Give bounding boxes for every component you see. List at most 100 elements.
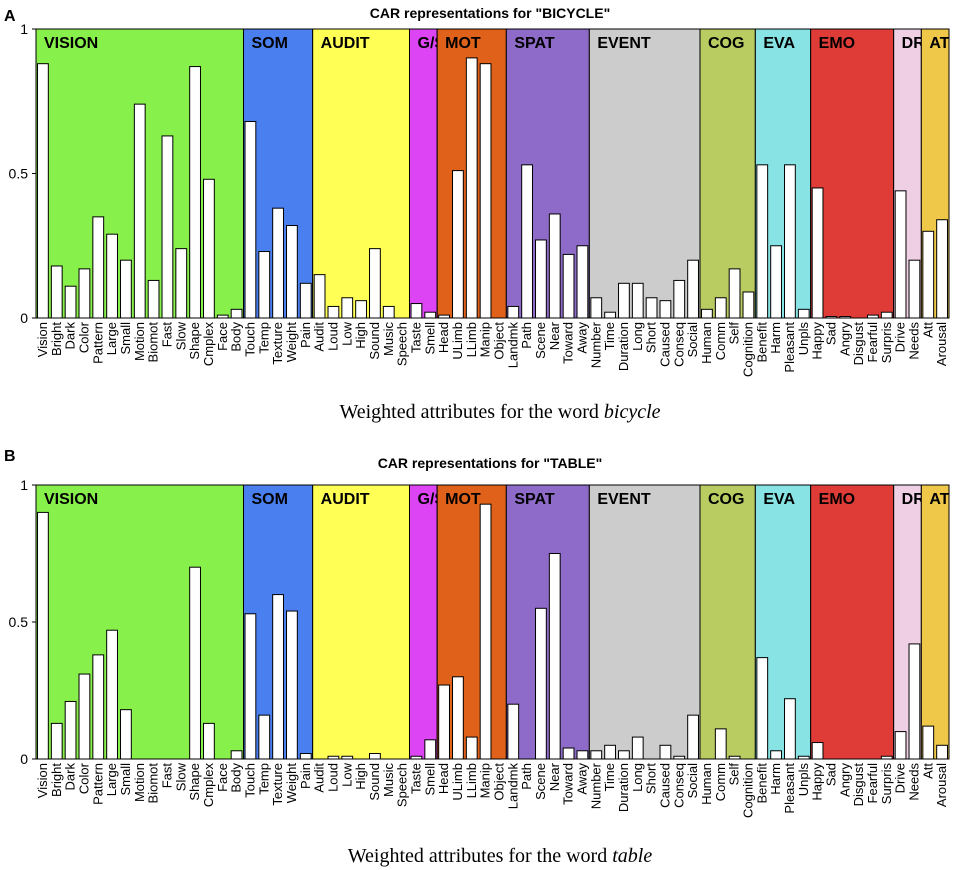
domain-band-emo xyxy=(810,484,895,760)
x-axis-label-prefix: Weighted attributes for the word xyxy=(348,845,612,867)
x-tick-label-cmplex: Cmplex xyxy=(201,322,216,367)
x-tick-label-music: Music xyxy=(381,763,396,797)
bar-large xyxy=(106,233,118,319)
x-tick-label-conseq: Conseq xyxy=(671,763,686,808)
x-tick-label-toward: Toward xyxy=(561,763,576,805)
bar-long xyxy=(631,736,644,760)
x-tick-label-temp: Temp xyxy=(256,322,271,354)
x-tick-label-unpls: Unpls xyxy=(796,763,811,797)
x-tick-label-angry: Angry xyxy=(837,763,852,797)
bar-toward xyxy=(562,253,575,319)
domain-label-dr: DR xyxy=(902,35,926,52)
x-tick-label-head: Head xyxy=(436,763,451,794)
x-tick-label-speech: Speech xyxy=(395,322,410,366)
y-tick-label: 0 xyxy=(20,751,28,767)
x-tick-label-disgust: Disgust xyxy=(851,322,866,366)
x-tick-label-touch: Touch xyxy=(242,763,257,798)
bar-happy xyxy=(811,187,824,319)
x-tick-label-texture: Texture xyxy=(270,763,285,806)
panel-b-table: B CAR representations for "TABLE" VISION… xyxy=(4,448,950,867)
bar-benefit xyxy=(756,164,769,319)
bar-smell xyxy=(424,739,437,760)
bar-high xyxy=(355,300,367,319)
bar-long xyxy=(631,282,644,319)
y-tick-label: 1 xyxy=(20,477,28,493)
domain-band-spat xyxy=(505,28,590,319)
x-tick-label-bright: Bright xyxy=(49,763,64,797)
x-tick-label-comm: Comm xyxy=(713,322,728,360)
x-tick-label-caused: Caused xyxy=(657,763,672,808)
domain-label-at: AT xyxy=(929,35,949,52)
bar-caused xyxy=(659,300,672,319)
bar-near xyxy=(548,213,561,319)
bar-time xyxy=(604,744,616,760)
domain-label-mot: MOT xyxy=(445,35,481,52)
bar-unpls xyxy=(797,308,810,319)
bar-landmk xyxy=(507,703,520,760)
bar-weight xyxy=(286,225,298,319)
x-tick-label-landmk: Landmk xyxy=(505,763,520,810)
bar-color xyxy=(78,268,91,319)
x-tick-label-smell: Smell xyxy=(422,763,437,796)
bar-drive xyxy=(894,731,907,760)
x-tick-label-human: Human xyxy=(699,763,714,805)
x-tick-label-self: Self xyxy=(727,322,742,345)
bar-small xyxy=(120,709,132,760)
domain-band-event xyxy=(588,28,701,319)
x-tick-label-taste: Taste xyxy=(408,763,423,794)
x-tick-label-scene: Scene xyxy=(533,763,548,800)
x-tick-label-biomot: Biomot xyxy=(146,322,161,363)
x-tick-label-high: High xyxy=(353,322,368,349)
x-tick-label-near: Near xyxy=(547,321,562,350)
domain-label-som: SOM xyxy=(252,35,288,52)
domain-label-vision: VISION xyxy=(44,35,98,52)
x-tick-label-manip: Manip xyxy=(478,322,493,357)
x-tick-label-sound: Sound xyxy=(367,322,382,360)
x-tick-label-motion: Motion xyxy=(132,322,147,361)
bar-touch xyxy=(244,120,257,319)
bar-pain xyxy=(299,282,312,319)
x-tick-label-fast: Fast xyxy=(159,322,174,348)
x-tick-label-benefit: Benefit xyxy=(754,322,769,363)
x-tick-label-ulimb: ULimb xyxy=(450,763,465,801)
bar-duration xyxy=(618,282,630,319)
bar-near xyxy=(548,553,561,760)
domain-label-vision: VISION xyxy=(44,491,98,508)
x-tick-label-harm: Harm xyxy=(768,763,783,795)
domain-band-at xyxy=(920,484,950,760)
bar-needs xyxy=(908,643,921,760)
bar-att xyxy=(922,230,935,319)
bar-llimb xyxy=(465,736,478,760)
bar-cmplex xyxy=(203,722,215,760)
x-tick-label-cognition: Cognition xyxy=(740,763,755,818)
bar-drive xyxy=(894,190,907,319)
x-tick-label-loud: Loud xyxy=(325,322,340,351)
x-tick-label-sound: Sound xyxy=(367,763,382,801)
x-tick-label-llimb: LLimb xyxy=(464,322,479,357)
domain-label-emo: EMO xyxy=(819,491,855,508)
bar-time xyxy=(604,311,616,319)
x-tick-label-time: Time xyxy=(602,763,617,791)
bar-self xyxy=(728,268,741,319)
x-tick-label-vision: Vision xyxy=(35,322,50,357)
bar-smell xyxy=(424,311,437,319)
x-tick-label-angry: Angry xyxy=(837,322,852,356)
x-axis-label-word: table xyxy=(612,845,652,867)
domain-label-spat: SPAT xyxy=(514,35,555,52)
domain-band-emo xyxy=(810,28,895,319)
bar-biomot xyxy=(147,279,160,319)
bar-scene xyxy=(535,607,547,760)
bar-duration xyxy=(618,750,630,760)
bar-happy xyxy=(811,742,824,760)
panel-letter-a: A xyxy=(4,8,16,25)
bar-pain xyxy=(299,753,312,760)
x-tick-label-att: Att xyxy=(920,322,935,338)
x-tick-label-long: Long xyxy=(630,763,645,792)
bar-audit xyxy=(313,274,326,319)
domain-band-g-s xyxy=(409,484,438,760)
chart-title-bicycle: CAR representations for "BICYCLE" xyxy=(370,5,610,21)
bar-number xyxy=(590,297,603,319)
bar-music xyxy=(382,305,395,319)
bar-small xyxy=(120,259,132,319)
x-tick-label-shape: Shape xyxy=(187,322,202,360)
